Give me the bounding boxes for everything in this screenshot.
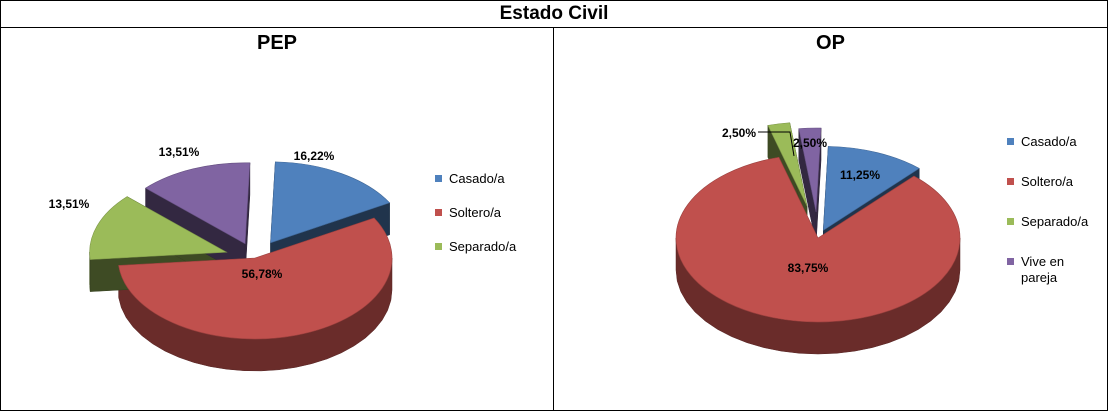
pep-legend: Casado/a Soltero/a Separado/a [435,171,516,273]
pep-legend-swatch [435,243,442,250]
pep-chart-panel: PEP 16,22% 56,78% 13,51% 13,51% Casado/a Sol… [1,28,554,410]
pep-slice-vive-en-pareja [144,162,251,245]
op-data-label: 2,50% [722,126,756,140]
pep-legend-label: Separado/a [449,239,517,254]
op-chart-panel: OP 11,25% 83,75% 2,50% 2,50% Casado/a Solter… [554,28,1107,410]
pep-legend-item: Soltero/a [435,205,516,221]
op-data-label: 2,50% [793,136,827,150]
pep-slice-casado-a [270,161,391,244]
pep-legend-swatch [435,175,442,182]
op-legend-label: Soltero/a [1021,174,1074,189]
pep-pie-chart: 16,22% 56,78% 13,51% 13,51% [49,145,393,372]
pep-chart-title: PEP [256,32,298,54]
pep-legend-swatch [435,209,442,216]
pep-data-label: 56,78% [242,267,283,281]
op-chart-title: OP [816,32,845,54]
op-data-label: 11,25% [840,168,880,182]
op-legend: Casado/a Soltero/a Separado/a Vive en parej… [1007,134,1102,310]
op-leader-line [758,131,795,157]
pep-legend-label: Casado/a [449,171,505,186]
op-legend-swatch [1007,258,1014,265]
op-slice-soltero-a [675,156,961,323]
op-pie-chart: 11,25% 83,75% 2,50% 2,50% [675,122,961,355]
pep-legend-item: Casado/a [435,171,516,187]
pep-slice-separado-a [89,196,228,260]
op-legend-swatch [1007,138,1014,145]
pep-data-label: 16,22% [294,149,335,163]
main-title: Estado Civil [1,1,1107,28]
op-legend-swatch [1007,218,1014,225]
op-legend-label: Vive en pareja [1021,254,1065,285]
op-slice-separado-a [767,122,808,207]
op-legend-swatch [1007,178,1014,185]
op-slice-vive-en-pareja [798,127,822,213]
pep-data-label: 13,51% [159,145,200,159]
pep-legend-item: Separado/a [435,239,516,255]
op-legend-item: Separado/a [1007,214,1102,230]
op-legend-item: Casado/a [1007,134,1102,150]
pep-slice-soltero-a [118,217,393,340]
op-data-label: 83,75% [788,261,829,275]
pep-legend-label: Soltero/a [449,205,502,220]
op-legend-label: Separado/a [1021,214,1089,229]
op-slice-casado-a [822,146,920,231]
op-legend-label: Casado/a [1021,134,1077,149]
pep-data-label: 13,51% [49,197,90,211]
op-legend-item: Soltero/a [1007,174,1102,190]
op-legend-item: Vive en pareja [1007,254,1102,286]
